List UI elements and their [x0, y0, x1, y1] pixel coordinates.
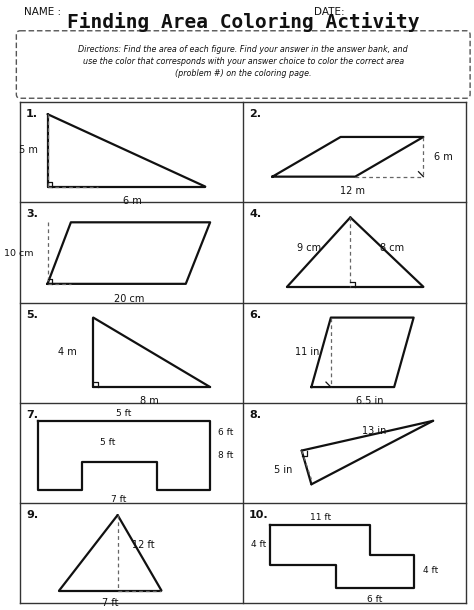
- Text: 4 m: 4 m: [58, 347, 77, 357]
- FancyBboxPatch shape: [16, 30, 470, 98]
- Text: 4.: 4.: [249, 209, 261, 220]
- Text: 12 ft: 12 ft: [132, 540, 155, 550]
- Text: 3.: 3.: [26, 209, 38, 220]
- Text: Finding Area Coloring Activity: Finding Area Coloring Activity: [67, 12, 419, 32]
- Text: 6.5 in: 6.5 in: [356, 396, 383, 406]
- Text: 2.: 2.: [249, 109, 261, 119]
- Text: 6 ft: 6 ft: [218, 428, 233, 437]
- Text: 9 cm: 9 cm: [297, 243, 321, 253]
- Text: 11 in: 11 in: [295, 347, 319, 357]
- Text: 6 m: 6 m: [434, 152, 453, 162]
- Text: 11 ft: 11 ft: [310, 512, 331, 522]
- Text: 5 ft: 5 ft: [116, 409, 132, 418]
- Text: 12 m: 12 m: [340, 185, 365, 196]
- Text: 5 m: 5 m: [19, 145, 38, 155]
- Text: 4 ft: 4 ft: [423, 566, 438, 575]
- Text: NAME :: NAME :: [24, 7, 61, 17]
- Text: 10.: 10.: [249, 510, 269, 520]
- Text: DATE:: DATE:: [314, 7, 345, 17]
- Text: 4 ft: 4 ft: [251, 540, 266, 550]
- Text: use the color that corresponds with your answer choice to color the correct area: use the color that corresponds with your…: [82, 57, 404, 66]
- Text: (problem #) on the coloring page.: (problem #) on the coloring page.: [175, 69, 311, 78]
- Text: 8 cm: 8 cm: [380, 243, 404, 253]
- Text: 10 cm: 10 cm: [4, 248, 34, 257]
- Text: 8 ft: 8 ft: [218, 451, 233, 460]
- Text: 7.: 7.: [26, 410, 38, 420]
- Text: 5 ft: 5 ft: [100, 438, 116, 447]
- Text: 9.: 9.: [26, 510, 38, 520]
- Text: 5 in: 5 in: [273, 465, 292, 475]
- Text: 5.: 5.: [26, 310, 38, 320]
- Text: 6 ft: 6 ft: [367, 595, 383, 605]
- Text: 7 ft: 7 ft: [101, 598, 118, 608]
- Text: 8 m: 8 m: [140, 396, 159, 406]
- Text: 7 ft: 7 ft: [111, 495, 127, 504]
- Text: 8.: 8.: [249, 410, 261, 420]
- Text: 6 m: 6 m: [123, 196, 142, 206]
- Text: Directions: Find the area of each figure. Find your answer in the answer bank, a: Directions: Find the area of each figure…: [78, 45, 408, 54]
- Text: 20 cm: 20 cm: [114, 294, 145, 304]
- Text: 13 in: 13 in: [363, 426, 387, 436]
- Text: 6.: 6.: [249, 310, 261, 320]
- Text: 1.: 1.: [26, 109, 38, 119]
